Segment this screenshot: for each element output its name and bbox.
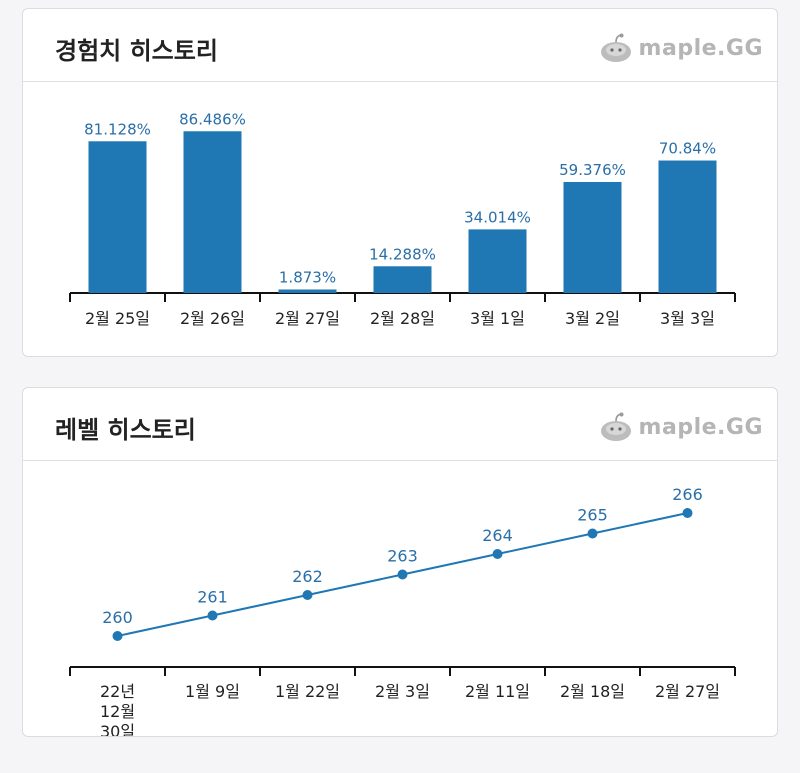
- x-tick-label-line: 22년: [100, 682, 135, 701]
- level-point-1: [112, 631, 123, 641]
- x-tick-label: 3월 1일: [470, 309, 525, 328]
- bar-4: [373, 266, 432, 293]
- level-history-card: 레벨 히스토리 maple.GG 260 261 262 263 264 265 266 22…: [22, 387, 778, 737]
- x-tick-label-line: 30일: [100, 722, 135, 737]
- x-tick-label: 2월 11일: [465, 682, 530, 701]
- bar-1: [88, 141, 147, 293]
- brand-logo: maple.GG: [599, 412, 763, 442]
- level-point-7: [682, 508, 693, 518]
- slime-mascot-icon: [600, 33, 631, 62]
- bar-value-label: 59.376%: [559, 161, 626, 179]
- bar-3: [278, 289, 337, 293]
- bar-value-label: 81.128%: [84, 120, 151, 138]
- experience-card-title: 경험치 히스토리: [55, 37, 218, 65]
- experience-card-header: 경험치 히스토리 maple.GG: [23, 9, 777, 82]
- level-point-6: [587, 528, 598, 539]
- x-tick-label: 2월 28일: [370, 309, 435, 328]
- brand-logo: maple.GG: [599, 33, 763, 63]
- point-value-label: 263: [387, 547, 418, 566]
- x-tick-label: 3월 3일: [660, 309, 715, 328]
- bar-value-label: 14.288%: [369, 245, 436, 263]
- x-tick-label: 2월 26일: [180, 309, 245, 328]
- bar-value-label: 34.014%: [464, 208, 531, 226]
- bar-5: [468, 229, 527, 293]
- x-tick-label: 2월 27일: [655, 682, 720, 701]
- level-point-3: [302, 590, 313, 600]
- experience-bar-chart: 81.128% 2월 25일 86.486% 2월 26일 1.873% 2월 27일 14…: [69, 110, 736, 328]
- bar-6: [563, 181, 622, 293]
- point-value-label: 262: [292, 567, 323, 586]
- brand-text: maple.GG: [638, 35, 763, 61]
- point-value-label: 261: [197, 588, 228, 607]
- level-card-header: 레벨 히스토리 maple.GG: [23, 388, 777, 461]
- brand-text: maple.GG: [638, 414, 763, 440]
- bar-2: [183, 131, 242, 293]
- experience-history-card: 경험치 히스토리 maple.GG 81.128% 2월 25일 86.486% 2월…: [22, 8, 778, 357]
- x-tick-label: 22년 12월 30일: [100, 682, 135, 737]
- x-tick-label: 2월 3일: [375, 682, 430, 701]
- bar-7: [658, 160, 717, 293]
- point-value-label: 265: [577, 506, 608, 525]
- bar-value-label: 1.873%: [279, 268, 336, 286]
- level-line-chart: 260 261 262 263 264 265 266 22년 12월 30일 1월 9일 1월 22…: [69, 485, 736, 737]
- x-tick-label: 2월 27일: [275, 309, 340, 328]
- bar-value-label: 70.84%: [659, 140, 716, 158]
- x-tick-label: 2월 18일: [560, 682, 625, 701]
- x-tick-label: 1월 9일: [185, 682, 240, 701]
- level-point-4: [397, 569, 408, 580]
- level-card-title: 레벨 히스토리: [55, 416, 196, 444]
- x-tick-label: 3월 2일: [565, 309, 620, 328]
- slime-mascot-icon: [600, 412, 631, 441]
- bar-value-label: 86.486%: [179, 110, 246, 128]
- x-tick-label: 1월 22일: [275, 682, 340, 701]
- x-tick-label-line: 12월: [100, 702, 135, 721]
- x-tick-label: 2월 25일: [85, 309, 150, 328]
- level-point-2: [207, 610, 218, 621]
- point-value-label: 266: [672, 485, 703, 504]
- point-value-label: 264: [482, 526, 513, 545]
- point-value-label: 260: [102, 608, 133, 627]
- level-point-5: [492, 549, 503, 559]
